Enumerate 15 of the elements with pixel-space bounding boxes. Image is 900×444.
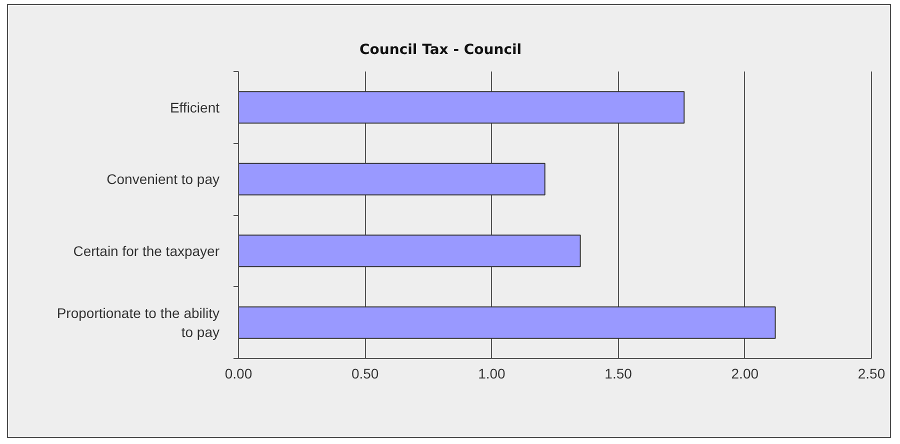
x-tick-label: 1.00 — [478, 366, 506, 382]
y-tick-label: Convenient to pay — [106, 171, 220, 188]
chart-title: Council Tax - Council — [360, 42, 522, 58]
y-tick-label: Proportionate to the ability to pay — [56, 305, 220, 340]
x-tick-label: 2.50 — [858, 366, 886, 382]
bar — [238, 306, 776, 339]
x-tick-label: 1.50 — [604, 366, 632, 382]
bar — [238, 234, 581, 268]
x-tick-label: 0.00 — [224, 366, 252, 382]
bar — [238, 162, 546, 196]
bar — [238, 91, 685, 124]
y-tick-label: Efficient — [170, 99, 220, 116]
x-tick-label: 2.00 — [731, 366, 759, 382]
y-tick-label: Certain for the taxpayer — [73, 242, 220, 259]
x-tick-label: 0.50 — [351, 366, 379, 382]
